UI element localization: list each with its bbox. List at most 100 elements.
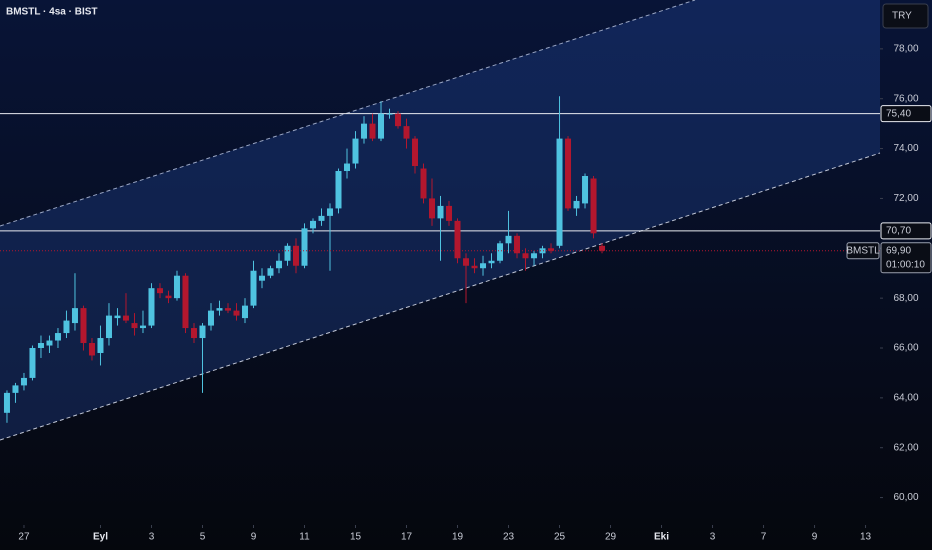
candle-body [471,265,478,269]
candle-body [131,323,138,329]
candle-body [412,138,419,167]
y-tick-label: 66,00 [893,343,918,354]
candle-body [284,245,291,261]
candle-body [97,338,104,353]
candle-body [361,123,368,139]
candle-body [258,275,265,281]
candle-body [309,220,316,229]
candle-body [505,235,512,244]
candle-body [344,163,351,172]
candle-body [224,308,231,311]
candle-body [275,260,282,269]
candle-body [395,113,402,127]
candle-body [454,220,461,259]
candle-body [105,315,112,339]
x-tick-label: Eki [654,532,669,543]
candle-body [216,308,223,311]
price-tag-label: 75,40 [886,108,911,119]
x-tick-label: 23 [503,532,515,543]
candle-body [267,268,274,276]
candle-body [54,333,61,341]
price-tag [880,222,932,240]
candle-body [480,263,487,269]
x-tick-label: 15 [350,532,362,543]
candle-body [139,325,146,329]
candle-body [156,288,163,294]
candle-body [190,328,197,339]
x-tick-label: 27 [18,532,30,543]
candle-body [12,385,19,393]
candle-body [148,288,155,326]
x-tick-label: 29 [605,532,617,543]
candle-body [590,178,597,234]
channel-lower [0,152,881,441]
candle-body [233,310,240,316]
candle-body [522,253,529,259]
candle-body [386,113,393,115]
candle-body [199,325,206,339]
price-tag-label: 70,70 [886,225,911,236]
candle-body [497,243,504,261]
x-tick-label: 7 [761,532,767,543]
candle-body [539,248,546,254]
candle-body [37,343,44,349]
candle-body [582,175,589,204]
candle-body [488,260,495,264]
x-tick-label: 25 [554,532,566,543]
candle-body [250,270,257,306]
candle-body [301,228,308,266]
y-tick-label: 78,00 [893,44,918,55]
candle-body [207,310,214,326]
candle-body [599,245,606,251]
candle-body [429,198,436,219]
channel-fill [0,0,880,440]
candle-body [182,275,189,329]
x-tick-label: 3 [710,532,716,543]
candle-body [292,245,299,266]
candle-body [46,340,53,346]
candle-body [173,275,180,299]
y-tick-label: 72,00 [893,193,918,204]
y-tick-label: 64,00 [893,393,918,404]
symbol-tag [846,242,880,260]
candle-body [335,171,342,209]
channel-upper [0,0,696,227]
last-price-tag [880,242,932,274]
candle-body [463,258,470,266]
x-tick-label: 9 [251,532,257,543]
x-tick-label: Eyl [93,532,108,543]
candle-body [63,320,70,334]
candle-body [318,215,325,221]
candle-body [556,138,563,246]
candle-body [352,138,359,164]
candle-body [548,248,555,251]
candle-body [573,200,580,209]
x-tick-label: 3 [149,532,155,543]
price-tag [880,105,932,123]
symbol-title: BMSTL · 4sa · BIST [6,7,98,18]
x-tick-label: 13 [860,532,872,543]
candle-body [29,348,36,378]
currency-button[interactable] [882,3,929,29]
x-tick-label: 17 [401,532,413,543]
candle-body [88,343,95,356]
candle-body [114,315,121,319]
candle-body [403,126,410,139]
candle-body [446,205,453,221]
currency-label[interactable]: TRY [892,11,912,22]
candle-body [565,138,572,209]
candle-body [80,308,87,344]
y-tick-label: 74,00 [893,143,918,154]
candle-body [369,123,376,139]
candle-body [327,208,333,216]
candle-body [437,205,444,219]
candle-body [71,308,78,324]
candle-body [165,295,172,299]
y-tick-label: 68,00 [893,293,918,304]
candle-body [531,253,538,259]
countdown-label: 01:00:10 [886,259,925,270]
symbol-tag-label: BMSTL [846,245,880,256]
candle-body [378,113,385,139]
